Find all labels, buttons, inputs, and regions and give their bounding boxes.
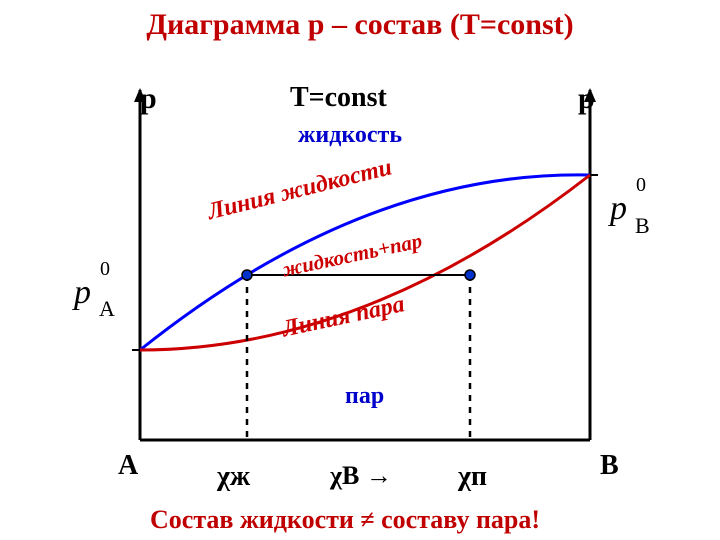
- label-chi_zh: χж: [217, 461, 250, 493]
- label-t_const: Т=const: [290, 82, 387, 114]
- label-pB0_B: В: [635, 213, 650, 239]
- label-vapor_bottom: пар: [345, 383, 384, 410]
- label-p_left: p: [140, 82, 157, 116]
- label-pA0_A: А: [99, 296, 115, 322]
- label-B: В: [600, 450, 619, 482]
- label-p_right: р: [578, 82, 595, 116]
- label-chi_p: χп: [458, 461, 487, 493]
- label-A: A: [118, 450, 138, 482]
- label-pB0_p: р: [610, 190, 627, 228]
- label-pB0_0: 0: [636, 174, 646, 197]
- footer-text: Состав жидкости ≠ составу пара!: [150, 505, 540, 535]
- label-chi_B: χВ →: [330, 461, 392, 491]
- label-pA0_0: 0: [100, 258, 110, 281]
- label-pA0_p: р: [74, 274, 91, 312]
- diagram-stage: pрТ=constжидкостьЛиния жидкостижидкость+…: [0, 0, 720, 540]
- tie-line-group: [242, 270, 475, 440]
- label-liquid_top: жидкость: [298, 122, 402, 149]
